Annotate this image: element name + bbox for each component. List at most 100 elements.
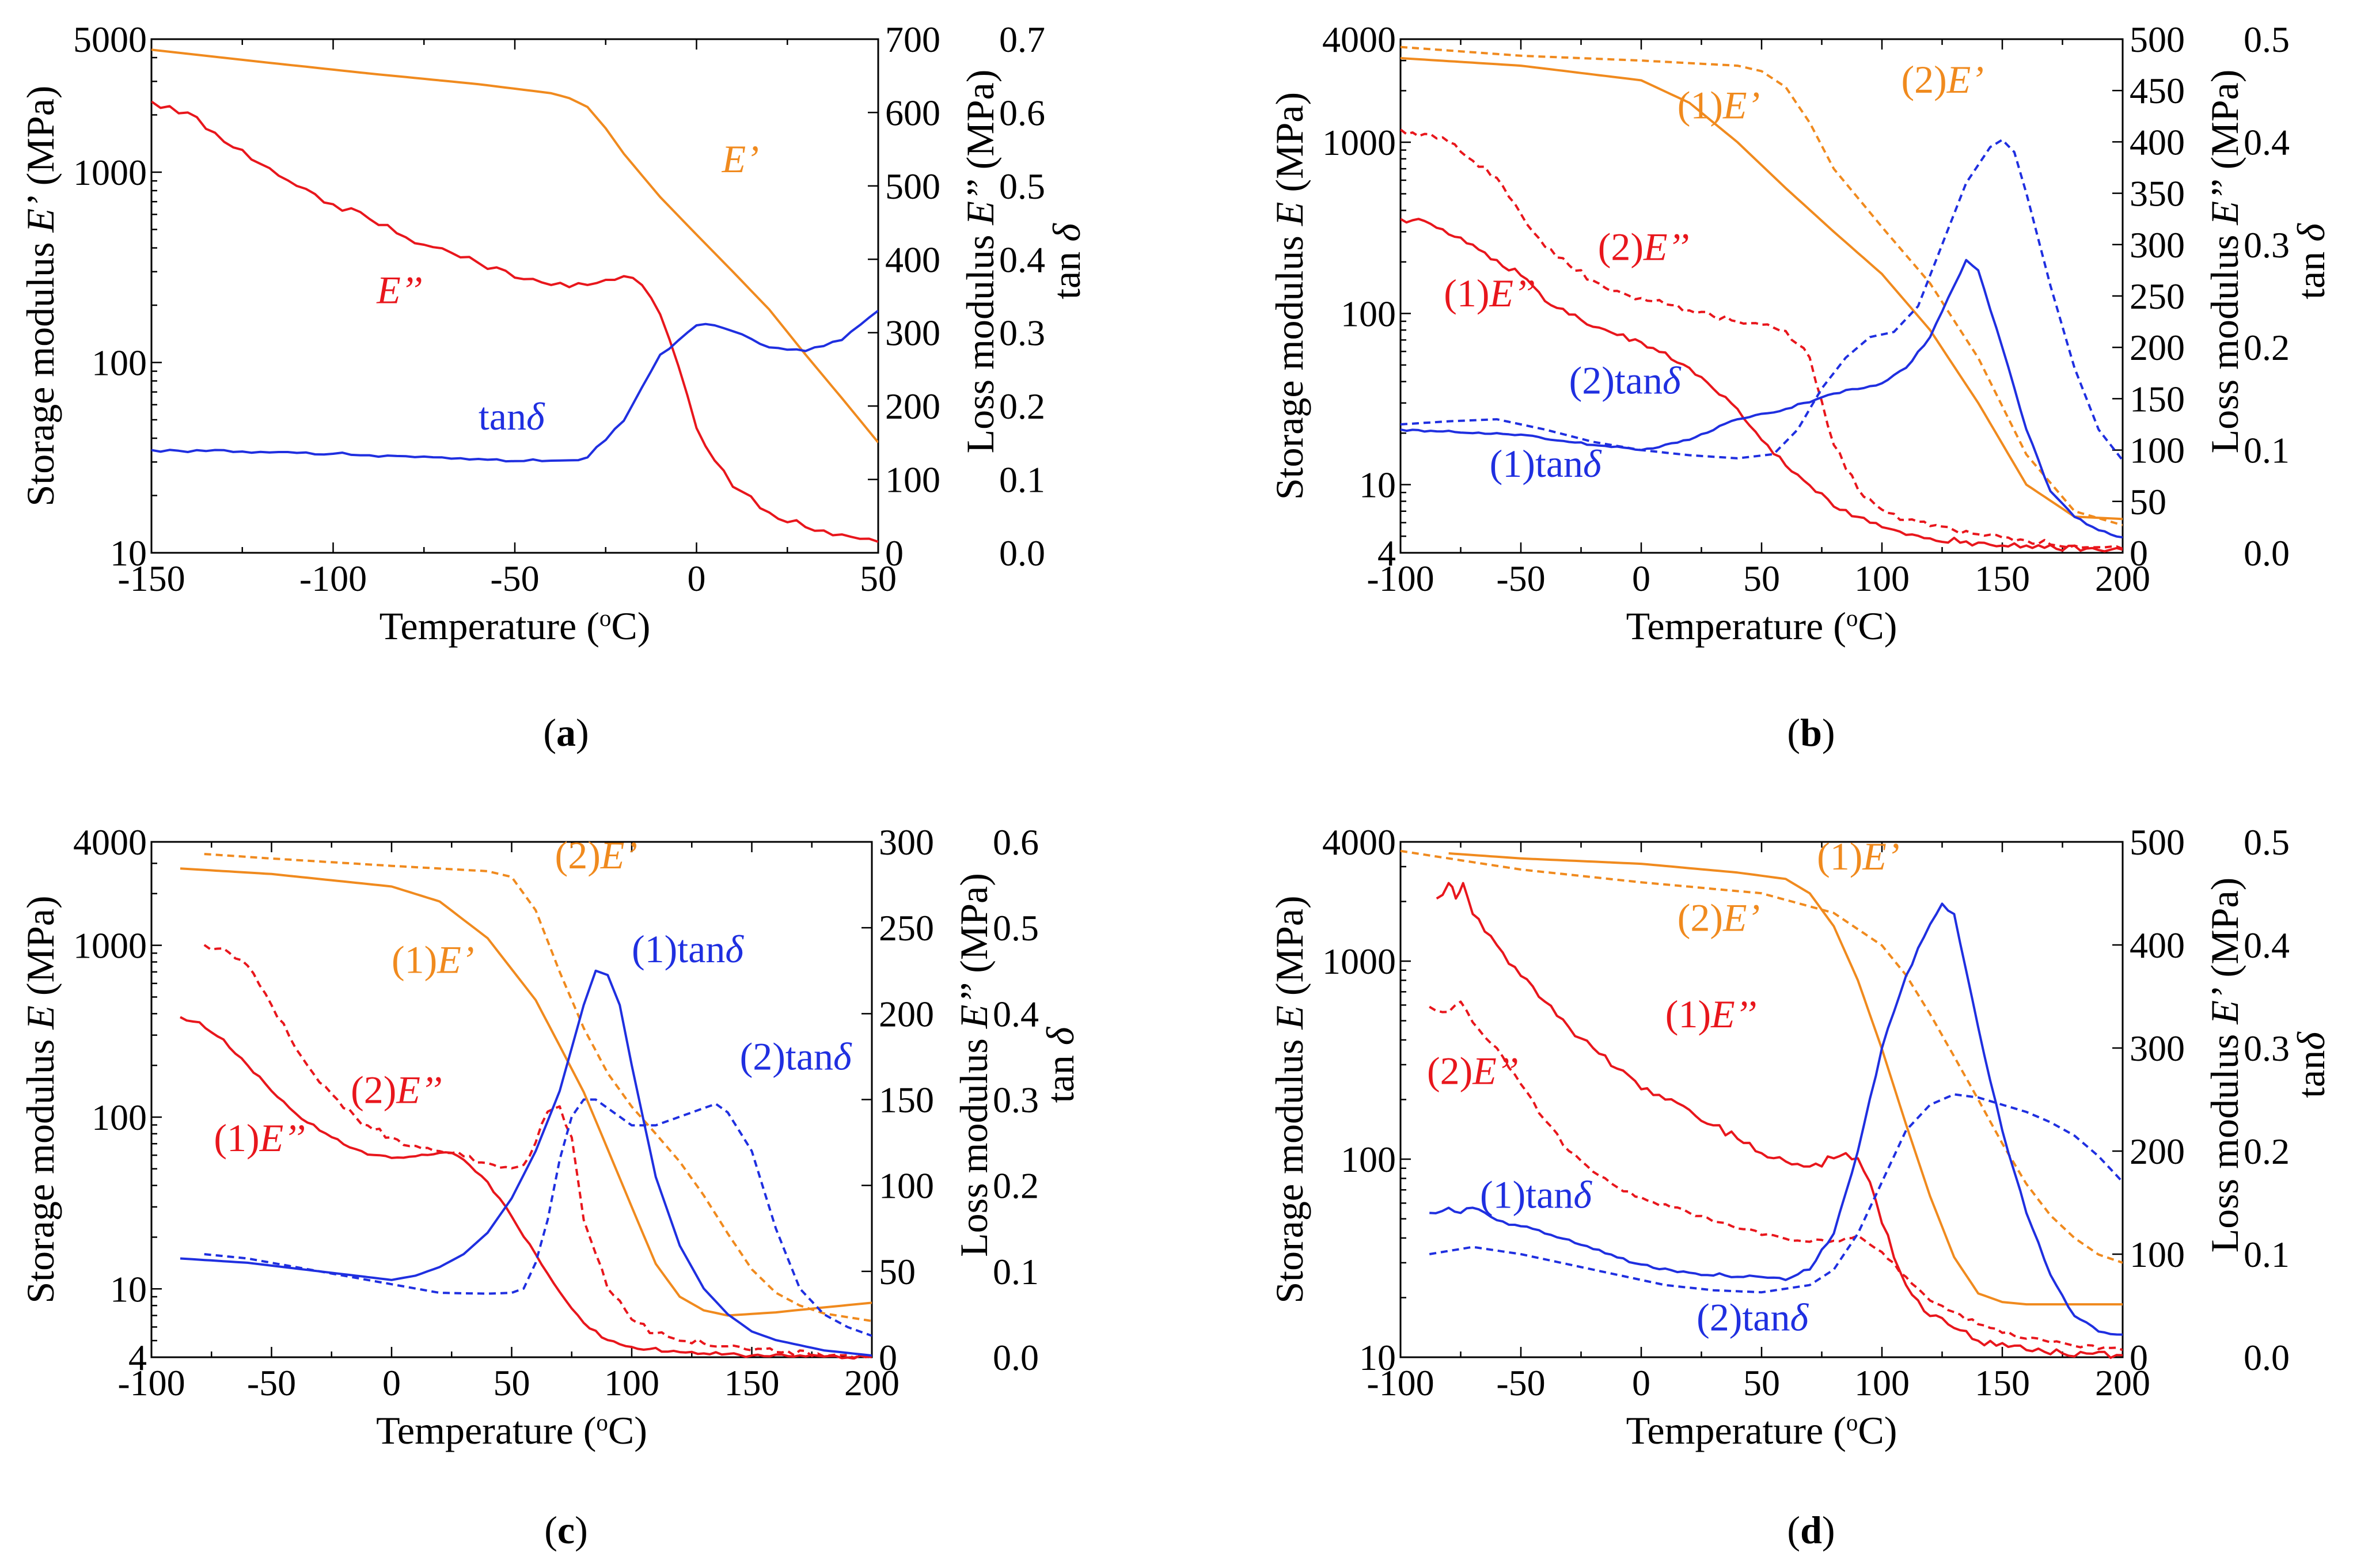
series-line-2-tandelta-dashed	[1401, 138, 2123, 461]
y-right-tick-label: 0.5	[2244, 822, 2290, 863]
plot-frame	[150, 38, 879, 554]
chart-panel-1: -100 -50 0 50 100 150 200 4 10 100 1000 4000 0 50 100 1…	[1267, 19, 2333, 754]
series-line-2-tandelta-dashed	[204, 1098, 872, 1337]
text-run: (MPa)	[1267, 92, 1311, 202]
y-mid-tick-label: 600	[885, 92, 940, 133]
italic-symbol: E’’	[1643, 225, 1689, 269]
text-run: tan	[2289, 242, 2333, 299]
italic-symbol: δ	[1790, 1295, 1809, 1339]
annotation-1-e-pp: (1)E’’	[214, 1116, 305, 1160]
x-tick-label: 50	[1743, 558, 1780, 599]
y-left-tick-label: 1000	[1322, 122, 1396, 163]
y-left-tick-label: 4000	[73, 822, 147, 863]
series-line-2-e-pp-dashed	[1429, 1000, 2123, 1351]
y-right-tick-label: 0.3	[999, 313, 1045, 354]
x-tick-label: -100	[1367, 1362, 1434, 1403]
y-mid-tick-label: 300	[879, 822, 934, 863]
x-tick-label: 0	[1632, 1362, 1650, 1403]
italic-symbol: E’	[600, 833, 637, 877]
text-run: )	[634, 1408, 647, 1452]
x-tick-label: 150	[1975, 1362, 2030, 1403]
y-left-axis-title: Storage modulus E’ (MPa)	[18, 86, 62, 507]
text-run: (MPa)	[952, 873, 996, 983]
annotation-2-e-pp: (2)E’’	[351, 1068, 442, 1111]
y-mid-tick-label: 50	[2130, 481, 2166, 522]
y-right-tick-label: 0.2	[993, 1165, 1039, 1206]
y-right-tick-label: 0.0	[2244, 533, 2290, 574]
series-line-tandelta	[151, 309, 878, 463]
y-right-tick-label: 0.4	[999, 239, 1045, 280]
plot-frame	[1399, 841, 2124, 1358]
y-left-tick-label: 10	[110, 1269, 147, 1309]
series-line-1-e-pp	[180, 1016, 872, 1360]
chart-panel-2: -100 -50 0 50 100 150 200 4 10 100 1000 4000 0 50 100 1…	[18, 822, 1082, 1552]
text-run: (2)tan	[1697, 1295, 1790, 1339]
text-run: (2)	[1598, 225, 1644, 269]
y-mid-tick-label: 500	[2130, 822, 2185, 863]
chart-panel-3: -100 -50 0 50 100 150 200 10 100 1000 4000 0 100 200 3…	[1267, 822, 2333, 1552]
y-left-tick-label: 10	[1359, 465, 1396, 506]
x-tick-label: -50	[247, 1362, 296, 1403]
paren: )	[1822, 1508, 1835, 1552]
paren: (	[1787, 1508, 1800, 1552]
annotation-2-e-p: (2)E’	[555, 833, 637, 877]
y-right-tick-label: 0.1	[2244, 1234, 2290, 1275]
y-mid-tick-label: 250	[2130, 276, 2185, 317]
text-run: tan	[1038, 1045, 1082, 1103]
annotation-2-tandelta: (2)tanδ	[1697, 1295, 1809, 1339]
panel-label: (b)	[1787, 711, 1835, 754]
text-run: Temperature (	[1626, 604, 1846, 648]
y-mid-tick-label: 200	[2130, 327, 2185, 368]
y-right-tick-label: 0.2	[2244, 327, 2290, 368]
text-run: (2)	[1901, 58, 1946, 101]
italic-symbol: δ	[1663, 358, 1682, 402]
x-tick-label: 100	[604, 1362, 659, 1403]
y-left-tick-label: 1000	[73, 152, 147, 193]
x-tick-label: 0	[1632, 558, 1650, 599]
x-axis-title: Temperature (oC)	[379, 604, 651, 648]
y-right-tick-label: 0.7	[999, 19, 1045, 60]
y-mid-axis-title: Loss modulus E’’ (MPa)	[958, 70, 1002, 454]
y-right-tick-label: 0.3	[2244, 225, 2290, 265]
series-line-e-p	[151, 48, 878, 443]
italic-symbol: δ	[1573, 1172, 1592, 1216]
y-left-tick-label: 4	[1377, 533, 1396, 574]
italic-symbol: δ	[833, 1034, 852, 1078]
y-mid-tick-label: 200	[2130, 1131, 2185, 1172]
x-axis-title: Temperature (oC)	[1626, 604, 1897, 648]
y-right-axis-title: tan δ	[1038, 1026, 1082, 1103]
text-run: Storage modulus	[1267, 226, 1311, 500]
italic-symbol: E	[18, 1005, 62, 1030]
annotation-2-e-pp: (2)E’’	[1427, 1049, 1519, 1093]
text-run: (MPa)	[18, 86, 62, 196]
annotation-1-e-p: (1)E’	[1817, 834, 1899, 878]
y-right-tick-label: 0.0	[993, 1337, 1039, 1378]
y-right-tick-label: 0.1	[2244, 430, 2290, 471]
italic-symbol: E’’	[259, 1116, 305, 1160]
y-left-tick-label: 10	[1359, 1337, 1396, 1378]
y-mid-tick-label: 300	[885, 313, 940, 354]
italic-symbol: E’	[2203, 987, 2246, 1024]
x-tick-label: 100	[1854, 558, 1910, 599]
text-run: )	[1884, 604, 1897, 648]
italic-symbol: δ	[1583, 442, 1602, 485]
y-mid-tick-label: 150	[879, 1080, 934, 1121]
text-run: (2)	[1678, 896, 1723, 940]
y-left-tick-label: 5000	[73, 19, 147, 60]
italic-symbol: δ	[526, 394, 545, 438]
panel-letter: d	[1800, 1508, 1822, 1552]
series-line-1-tandelta	[180, 969, 872, 1357]
y-mid-tick-label: 700	[885, 19, 940, 60]
annotation-2-tandelta: (2)tanδ	[1569, 358, 1682, 402]
y-right-axis-title: tanδ	[2289, 1031, 2333, 1098]
y-mid-tick-label: 500	[2130, 19, 2185, 60]
x-tick-label: 150	[1975, 558, 2030, 599]
text-run: (1)tan	[1480, 1172, 1573, 1216]
x-tick-label: -50	[490, 558, 539, 599]
y-mid-tick-label: 150	[2130, 378, 2185, 419]
paren: )	[575, 1508, 588, 1552]
y-mid-tick-label: 0	[2130, 1337, 2148, 1378]
y-mid-tick-label: 450	[2130, 70, 2185, 111]
italic-symbol: E’	[1946, 58, 1984, 101]
